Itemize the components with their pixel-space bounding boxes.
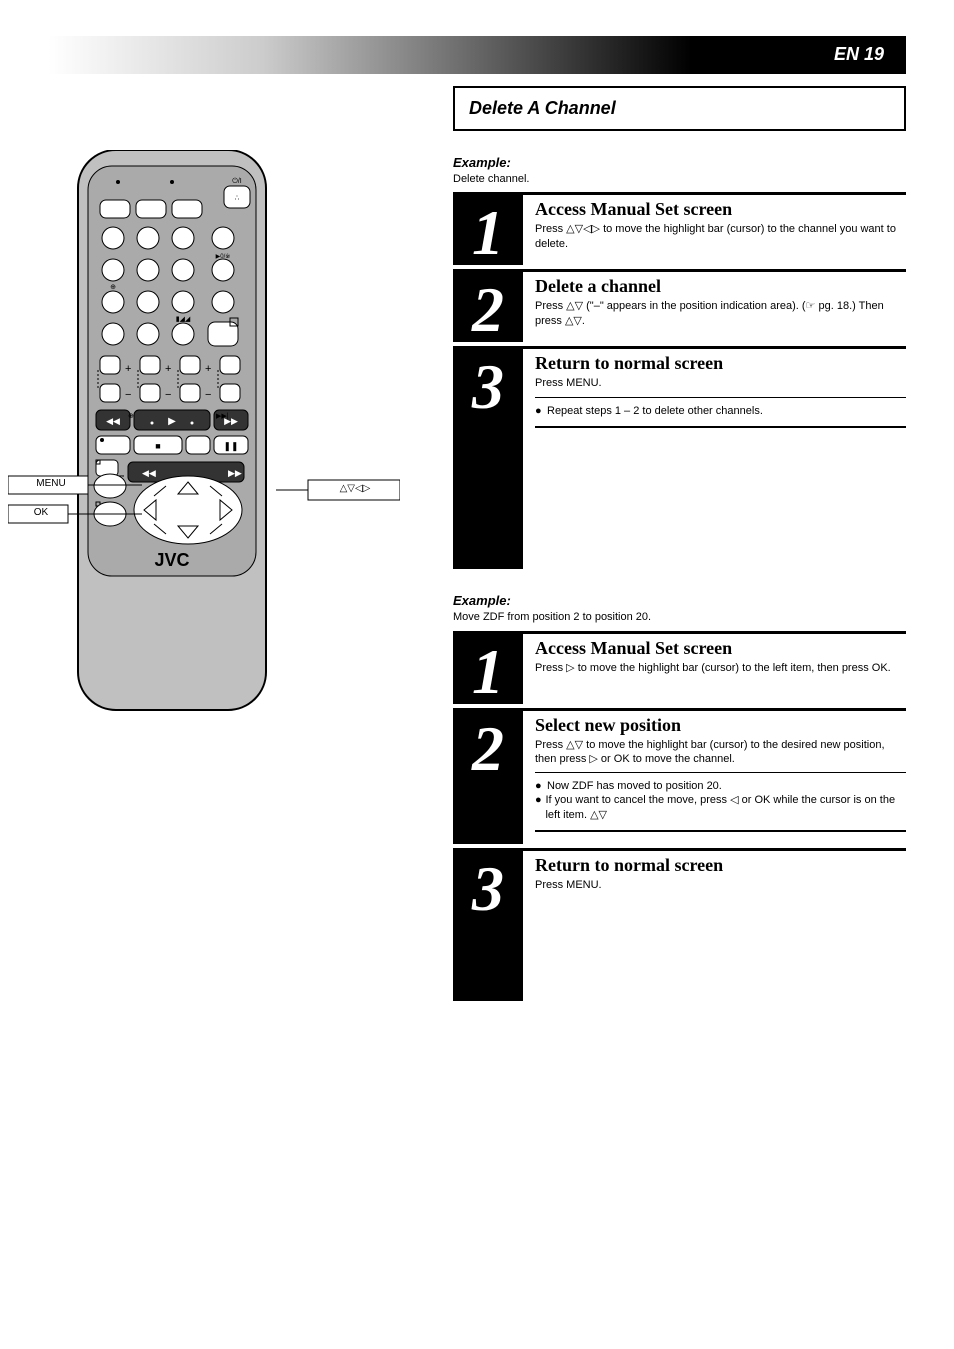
- move-step-3: 3 Return to normal screen Press MENU.: [453, 848, 906, 1001]
- move-step-1: 1 Access Manual Set screen Press ▷ to mo…: [453, 631, 906, 704]
- note-bullet: ● Now ZDF has moved to position 20.: [535, 779, 906, 793]
- left-column: ⏻/I ∴ ▶0/※ ⊕ ▮◢◢: [48, 150, 440, 730]
- step-body-text: Press △▽◁▷ to move the highlight bar (cu…: [535, 222, 906, 251]
- step-title: Select new position: [535, 715, 906, 736]
- note-bullet: ● If you want to cancel the move, press …: [535, 793, 906, 822]
- note-bullet: ● Repeat steps 1 – 2 to delete other cha…: [535, 404, 906, 418]
- example-text-1: Delete channel.: [453, 172, 906, 186]
- callout-arrows: △▽◁▷: [312, 483, 398, 494]
- step-number-col: 1: [453, 195, 523, 265]
- step-body-text: Press MENU.: [535, 376, 906, 390]
- step-title: Access Manual Set screen: [535, 638, 906, 659]
- example-text-2: Move ZDF from position 2 to position 20.: [453, 610, 906, 624]
- step-title: Return to normal screen: [535, 353, 906, 374]
- callout-menu: MENU: [16, 478, 86, 489]
- step-number-col: 3: [453, 349, 523, 569]
- delete-step-2: 2 Delete a channel Press △▽ ("–" appears…: [453, 269, 906, 342]
- step-body-text: Press ▷ to move the highlight bar (curso…: [535, 661, 906, 675]
- callout-ok: OK: [16, 507, 66, 518]
- page-number-en: EN 19: [834, 44, 884, 65]
- step-body-text: Press MENU.: [535, 878, 906, 892]
- step-title: Delete a channel: [535, 276, 906, 297]
- step-body-text: Press △▽ to move the highlight bar (curs…: [535, 738, 906, 767]
- step-number-col: 1: [453, 634, 523, 704]
- example-heading-1: Example:: [453, 155, 906, 170]
- right-column: Delete A Channel Example: Delete channel…: [453, 86, 906, 1005]
- step-body-text: Press △▽ ("–" appears in the position in…: [535, 299, 906, 328]
- step-title: Return to normal screen: [535, 855, 906, 876]
- delete-step-1: 1 Access Manual Set screen Press △▽◁▷ to…: [453, 192, 906, 265]
- step-title: Access Manual Set screen: [535, 199, 906, 220]
- step-number-col: 2: [453, 711, 523, 844]
- callout-lines: [8, 150, 400, 730]
- step-number-col: 3: [453, 851, 523, 1001]
- move-step-2: 2 Select new position Press △▽ to move t…: [453, 708, 906, 844]
- header-gradient-bar: [48, 36, 906, 74]
- delete-step-3: 3 Return to normal screen Press MENU. ● …: [453, 346, 906, 569]
- step-number-col: 2: [453, 272, 523, 342]
- example-heading-2: Example:: [453, 593, 906, 608]
- section-title-delete: Delete A Channel: [453, 86, 906, 131]
